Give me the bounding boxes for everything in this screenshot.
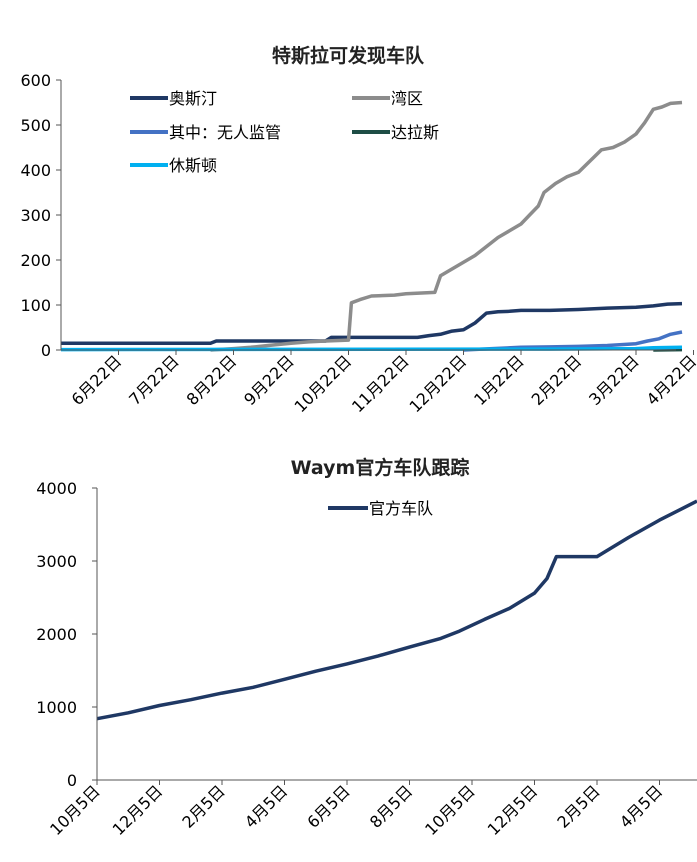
x-tick-label: 8月22日 (183, 351, 241, 409)
legend-label: 达拉斯 (391, 123, 439, 142)
x-tick-label: 2月22日 (528, 351, 586, 409)
x-tick-label: 6月22日 (68, 351, 126, 409)
x-tick-label: 2月5日 (178, 781, 228, 831)
y-tick-label: 0 (67, 771, 77, 790)
y-tick-label: 0 (41, 341, 51, 360)
series-line-奥斯汀 (61, 301, 683, 346)
y-tick-label: 2000 (36, 625, 77, 644)
legend-label: 休斯顿 (169, 156, 217, 175)
series-line-湾区 (210, 100, 683, 352)
chart-title: Waym官方车队跟踪 (291, 456, 470, 479)
x-tick-label: 2月5日 (553, 781, 603, 831)
x-tick-label: 7月22日 (125, 351, 183, 409)
series-line-官方车队 (96, 499, 697, 721)
series-line-休斯顿 (60, 345, 683, 352)
x-tick-label: 8月5日 (366, 781, 416, 831)
x-tick-label: 9月22日 (240, 351, 298, 409)
x-tick-label: 12月22日 (405, 351, 470, 416)
x-tick-label: 4月5日 (241, 781, 291, 831)
x-tick-label: 10月5日 (46, 781, 104, 839)
legend-label: 其中：无人监管 (169, 123, 281, 142)
x-tick-label: 3月22日 (585, 351, 643, 409)
y-tick-label: 100 (20, 296, 51, 315)
x-tick-label: 4月5日 (616, 781, 666, 831)
y-tick-label: 500 (20, 116, 51, 135)
x-tick-label: 4月22日 (643, 351, 697, 409)
x-tick-label: 6月5日 (303, 781, 353, 831)
chart-title: 特斯拉可发现车队 (272, 44, 425, 67)
y-tick-label: 4000 (36, 479, 77, 498)
legend-label: 湾区 (391, 89, 423, 108)
y-tick-label: 400 (20, 161, 51, 180)
y-tick-label: 300 (20, 206, 51, 225)
x-tick-label: 10月5日 (421, 781, 479, 839)
y-tick-label: 1000 (36, 698, 77, 717)
x-tick-label: 12月5日 (109, 781, 167, 839)
x-tick-label: 12月5日 (484, 781, 542, 839)
legend-label: 奥斯汀 (169, 89, 217, 108)
x-tick-label: 11月22日 (348, 351, 413, 416)
y-tick-label: 600 (20, 71, 51, 90)
y-tick-label: 200 (20, 251, 51, 270)
x-tick-label: 10月22日 (290, 351, 355, 416)
x-tick-label: 1月22日 (470, 351, 528, 409)
y-tick-label: 3000 (36, 552, 77, 571)
legend-label: 官方车队 (369, 499, 433, 518)
